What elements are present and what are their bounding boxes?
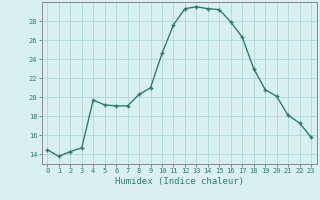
X-axis label: Humidex (Indice chaleur): Humidex (Indice chaleur) [115,177,244,186]
